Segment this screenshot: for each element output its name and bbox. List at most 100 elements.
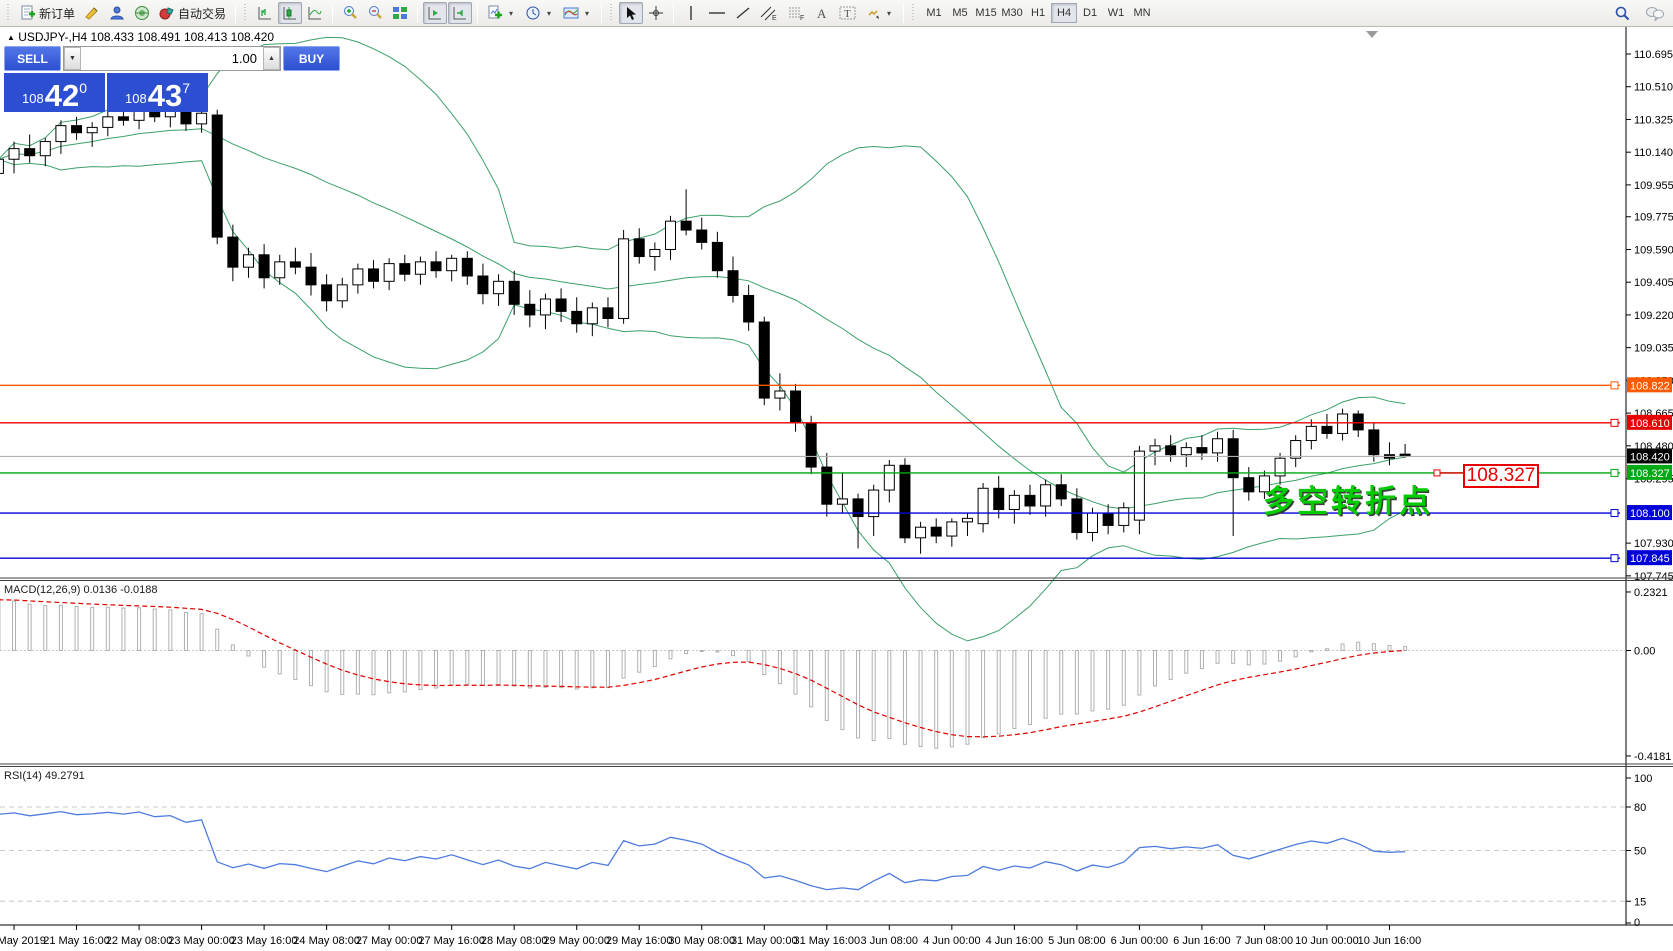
chart-line-button[interactable] — [303, 2, 327, 24]
hline-anchor[interactable] — [1610, 509, 1619, 518]
text-label-button[interactable]: T — [835, 2, 860, 24]
sell-button[interactable]: SELL — [4, 46, 61, 71]
buy-price-display[interactable]: 108 43 7 — [107, 73, 208, 112]
equidistant-channel-button[interactable]: E — [756, 2, 782, 24]
macd-histogram-bar — [246, 650, 251, 657]
fibonacci-button[interactable]: F — [783, 2, 809, 24]
metaeditor-button[interactable] — [80, 2, 104, 24]
hline-price-label: 107.845 — [1630, 553, 1670, 565]
price-annotation-box[interactable]: 108.327 — [1463, 464, 1539, 488]
periods-button[interactable]: ▾ — [521, 2, 558, 24]
hline-anchor[interactable] — [1610, 468, 1619, 477]
chart-bars-button[interactable] — [253, 2, 277, 24]
zoom-in-button[interactable] — [338, 2, 362, 24]
toolbar-grip[interactable] — [7, 4, 12, 22]
new-order-button[interactable]: 新订单 — [16, 2, 79, 24]
hline-price-label-bg — [1627, 505, 1672, 521]
macd-histogram-bar — [559, 650, 564, 689]
timeframe-m1-button[interactable]: M1 — [926, 7, 942, 19]
autoscroll-icon — [428, 7, 442, 20]
candle-bullish — [977, 487, 989, 525]
macd-histogram-bar — [465, 650, 470, 685]
trendline-button[interactable] — [731, 2, 755, 24]
autoscroll-button[interactable] — [423, 2, 448, 24]
indicators-button[interactable]: ▾ — [483, 2, 520, 24]
cursor-button[interactable] — [619, 2, 644, 24]
timeframe-d1-button[interactable]: D1 — [1083, 7, 1098, 19]
hline-anchor[interactable] — [1610, 381, 1619, 390]
arrows-button[interactable]: ▾ — [861, 2, 898, 24]
rsi-axis-tick-label: 50 — [1634, 846, 1646, 858]
chart-title-bar[interactable]: ▲ USDJPY-,H4 108.433 108.491 108.413 108… — [7, 30, 274, 44]
turning-point-annotation[interactable]: 多空转折点 — [1263, 484, 1433, 519]
candle-bearish — [305, 266, 317, 286]
chart-candles-button[interactable] — [278, 2, 303, 24]
hline-anchor[interactable] — [1610, 418, 1619, 427]
autotrading-button[interactable]: 自动交易 — [155, 2, 230, 24]
macd-histogram-bar — [199, 613, 204, 651]
timeframe-h4-button[interactable]: H4 — [1051, 3, 1078, 23]
vertical-line-button[interactable] — [679, 2, 703, 24]
chart-shift-icon — [453, 7, 467, 20]
hline-price-label: 108.327 — [1630, 468, 1670, 480]
timeframe-w1-button[interactable]: W1 — [1107, 7, 1125, 19]
candle-bearish — [899, 464, 911, 539]
candle-bearish — [1227, 438, 1239, 479]
macd-histogram-bar — [1293, 650, 1298, 658]
chat-button[interactable] — [1641, 2, 1669, 24]
templates-dropdown-arrow[interactable]: ▾ — [585, 8, 590, 18]
mql5-button[interactable] — [130, 2, 154, 24]
community-button[interactable] — [105, 2, 129, 24]
horizontal-line-button[interactable] — [704, 2, 730, 24]
volume-increase-button[interactable]: ▲ — [263, 47, 280, 70]
timeframe-h1-button[interactable]: H1 — [1031, 7, 1046, 19]
timeframe-m30-button[interactable]: M30 — [1001, 7, 1023, 19]
new-order-icon — [21, 5, 35, 20]
time-axis-tick-label: 3 Jun 08:00 — [861, 935, 919, 947]
chart-shift-button[interactable] — [448, 2, 473, 24]
collapse-marker-icon[interactable]: ▲ — [7, 33, 15, 42]
indicators-dropdown-arrow[interactable]: ▾ — [509, 8, 514, 18]
timeframe-mn-button[interactable]: MN — [1133, 7, 1151, 19]
macd-histogram-bar — [1106, 650, 1111, 710]
toolbar-grip[interactable] — [610, 4, 616, 22]
arrows-icon — [868, 10, 880, 19]
time-axis-tick-label: 4 Jun 16:00 — [986, 935, 1044, 947]
annotation-anchor[interactable] — [1433, 469, 1441, 477]
timeframe-m5-button[interactable]: M5 — [952, 7, 968, 19]
time-axis-tick-label: 30 May 08:00 — [668, 935, 735, 947]
chart-ohlc-values: 108.433 108.491 108.413 108.420 — [90, 30, 275, 44]
toolbar-separator — [673, 3, 675, 23]
macd-histogram-bar — [387, 650, 392, 694]
toolbar-grip[interactable] — [912, 4, 918, 22]
macd-histogram-bar — [1371, 643, 1376, 652]
hline-anchor[interactable] — [1610, 554, 1619, 563]
hline-price-label-bg — [1627, 377, 1672, 393]
toolbar-grip[interactable] — [244, 4, 250, 22]
volume-decrease-button[interactable]: ▼ — [64, 47, 81, 70]
candle-bearish — [993, 487, 1005, 511]
periods-dropdown-arrow[interactable]: ▾ — [547, 8, 552, 18]
zoom-out-button[interactable] — [363, 2, 387, 24]
volume-input[interactable] — [81, 47, 263, 70]
timeframe-m15-button[interactable]: M15 — [975, 7, 997, 19]
buy-button[interactable]: BUY — [283, 46, 340, 71]
price-axis-tick-label: 110.325 — [1634, 114, 1673, 126]
candle-bullish — [1040, 484, 1052, 507]
candle-bearish — [680, 220, 692, 231]
macd-histogram-bar — [762, 650, 767, 676]
macd-histogram-bar — [1403, 646, 1408, 651]
arrows-dropdown-arrow[interactable]: ▾ — [887, 8, 892, 18]
search-button[interactable] — [1610, 2, 1635, 24]
macd-histogram-bar — [590, 650, 595, 689]
macd-histogram-bar — [715, 650, 720, 653]
sell-price-display[interactable]: 108 42 0 — [4, 73, 105, 112]
tile-windows-button[interactable] — [388, 2, 412, 24]
templates-button[interactable]: ▾ — [559, 2, 596, 24]
text-button[interactable]: A — [810, 2, 834, 24]
time-axis-tick-label: 23 May 16:00 — [231, 935, 298, 947]
hline-price-label: 108.100 — [1630, 508, 1670, 520]
crosshair-button[interactable] — [644, 2, 668, 24]
macd-histogram-bar — [1246, 650, 1251, 666]
